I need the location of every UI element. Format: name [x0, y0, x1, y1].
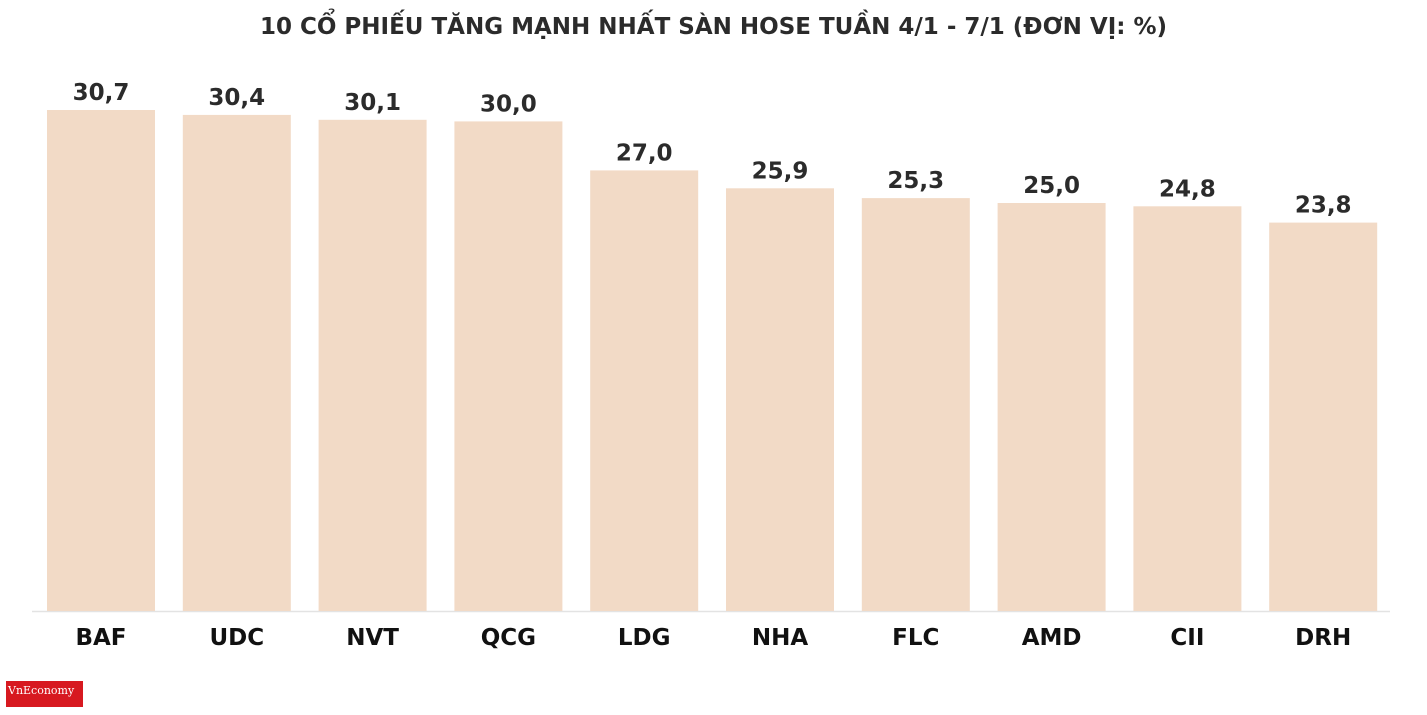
data-label-baf: 30,7	[73, 80, 130, 106]
bar-nha	[726, 188, 834, 612]
x-tick-label-nha: NHA	[752, 625, 808, 651]
x-tick-label-drh: DRH	[1295, 625, 1351, 651]
data-label-cii: 24,8	[1159, 176, 1216, 202]
data-label-flc: 25,3	[887, 168, 944, 194]
bar-baf	[47, 110, 155, 611]
bar-qcg	[454, 121, 563, 612]
bar-cii	[1133, 206, 1242, 612]
x-tick-label-flc: FLC	[892, 625, 939, 651]
x-tick-label-qcg: QCG	[481, 625, 536, 651]
bar-udc	[182, 114, 291, 612]
data-label-nha: 25,9	[752, 158, 809, 184]
data-label-drh: 23,8	[1295, 193, 1352, 219]
data-label-udc: 30,4	[208, 85, 265, 111]
x-tick-label-cii: CII	[1170, 625, 1204, 651]
data-label-nvt: 30,1	[344, 90, 401, 116]
data-label-amd: 25,0	[1023, 173, 1080, 199]
x-tick-label-amd: AMD	[1022, 625, 1082, 651]
data-label-qcg: 30,0	[480, 91, 537, 117]
x-tick-label-ldg: LDG	[618, 625, 671, 651]
x-tick-label-baf: BAF	[75, 625, 126, 651]
vneconomy-logo: VnEconomy	[6, 681, 83, 707]
x-tick-label-nvt: NVT	[346, 625, 399, 651]
bar-flc	[861, 198, 970, 611]
chart-title: 10 CỔ PHIẾU TĂNG MẠNH NHẤT SÀN HOSE TUẦN…	[259, 14, 1168, 40]
data-label-ldg: 27,0	[616, 140, 673, 166]
bar-ldg	[590, 170, 699, 611]
bar-nvt	[318, 119, 427, 612]
bar-drh	[1269, 222, 1378, 611]
bar-amd	[997, 203, 1106, 611]
x-tick-label-udc: UDC	[209, 625, 264, 651]
